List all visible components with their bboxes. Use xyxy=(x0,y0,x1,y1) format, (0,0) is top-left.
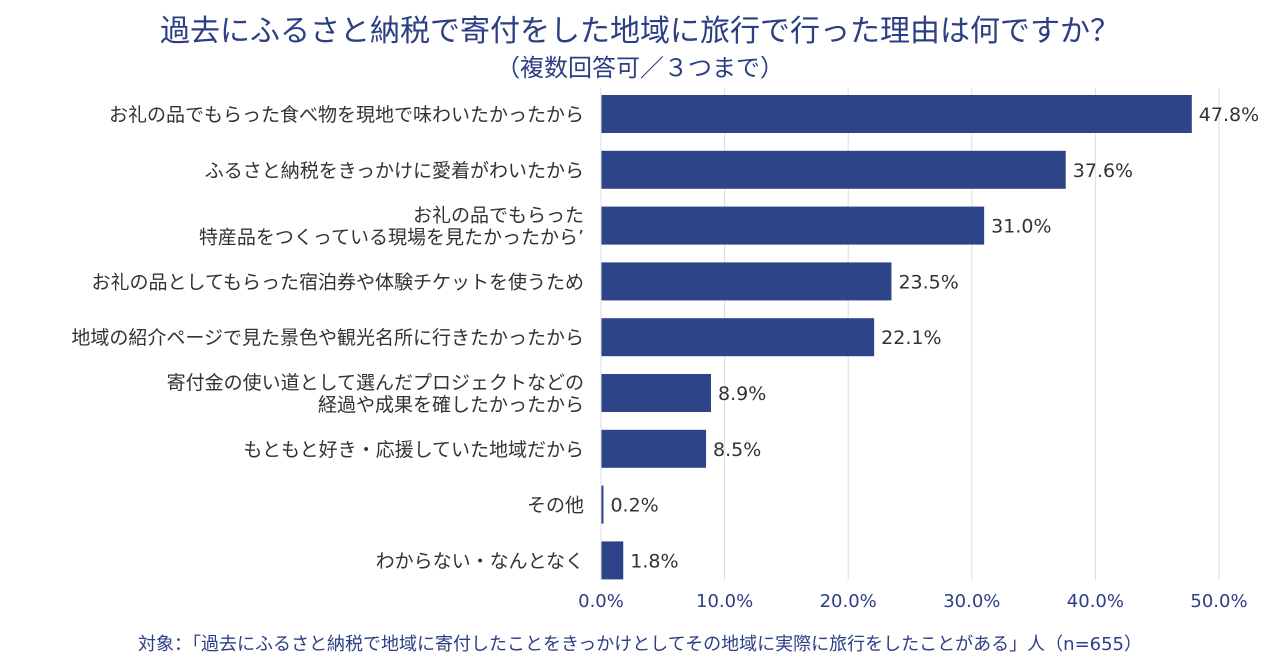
category-label: 寄付金の使い道として選んだプロジェクトなどの xyxy=(167,372,584,394)
category-label: 特産品をつくっている現場を見たかったから’ xyxy=(199,227,584,249)
chart-title: 過去にふるさと納税で寄付をした地域に旅行で行った理由は何ですか？ xyxy=(160,14,1120,49)
data-label: 8.5% xyxy=(713,439,761,461)
bar xyxy=(601,485,604,524)
data-label: 0.2% xyxy=(610,495,658,517)
x-tick-label: 40.0% xyxy=(1067,591,1124,612)
data-label: 22.1% xyxy=(881,327,941,349)
data-label: 8.9% xyxy=(718,383,766,405)
category-label: 地域の紹介ページで見た景色や観光名所に行きたかったから xyxy=(71,327,584,349)
bar xyxy=(601,429,707,468)
x-tick-label: 30.0% xyxy=(943,591,1000,612)
x-tick-label: 0.0% xyxy=(578,591,624,612)
bar xyxy=(601,95,1192,133)
category-label: お礼の品でもらった xyxy=(413,205,584,227)
bar xyxy=(601,541,624,580)
chart-subtitle: （複数回答可／３つまで） xyxy=(496,54,784,82)
category-label: ふるさと納税をきっかけに愛着がわいたから xyxy=(205,160,584,182)
category-label: 経過や成果を確したかったから xyxy=(318,394,584,416)
x-tick-label: 50.0% xyxy=(1190,591,1247,612)
x-tick-label: 20.0% xyxy=(820,591,877,612)
category-label: わからない・なんとなく xyxy=(376,550,584,572)
bar xyxy=(601,206,985,245)
bar xyxy=(601,374,712,412)
category-label: もともと好き・応援していた地域だから xyxy=(243,439,584,461)
data-label: 1.8% xyxy=(630,550,678,572)
data-label: 37.6% xyxy=(1073,160,1133,182)
category-label: お礼の品でもらった食べ物を現地で味わいたかったから xyxy=(109,104,584,126)
bar xyxy=(601,318,875,357)
category-label: お礼の品としてもらった宿泊券や体験チケットを使うため xyxy=(92,271,584,293)
bar xyxy=(601,262,892,301)
data-label: 31.0% xyxy=(991,216,1051,238)
category-label: その他 xyxy=(527,495,584,517)
data-label: 23.5% xyxy=(898,271,958,293)
bar xyxy=(601,150,1066,189)
chart-footnote: 対象：「過去にふるさと納税で地域に寄付したことをきっかけとしてその地域に実際に旅… xyxy=(137,634,1143,655)
x-tick-label: 10.0% xyxy=(696,591,753,612)
data-label: 47.8% xyxy=(1199,104,1259,126)
